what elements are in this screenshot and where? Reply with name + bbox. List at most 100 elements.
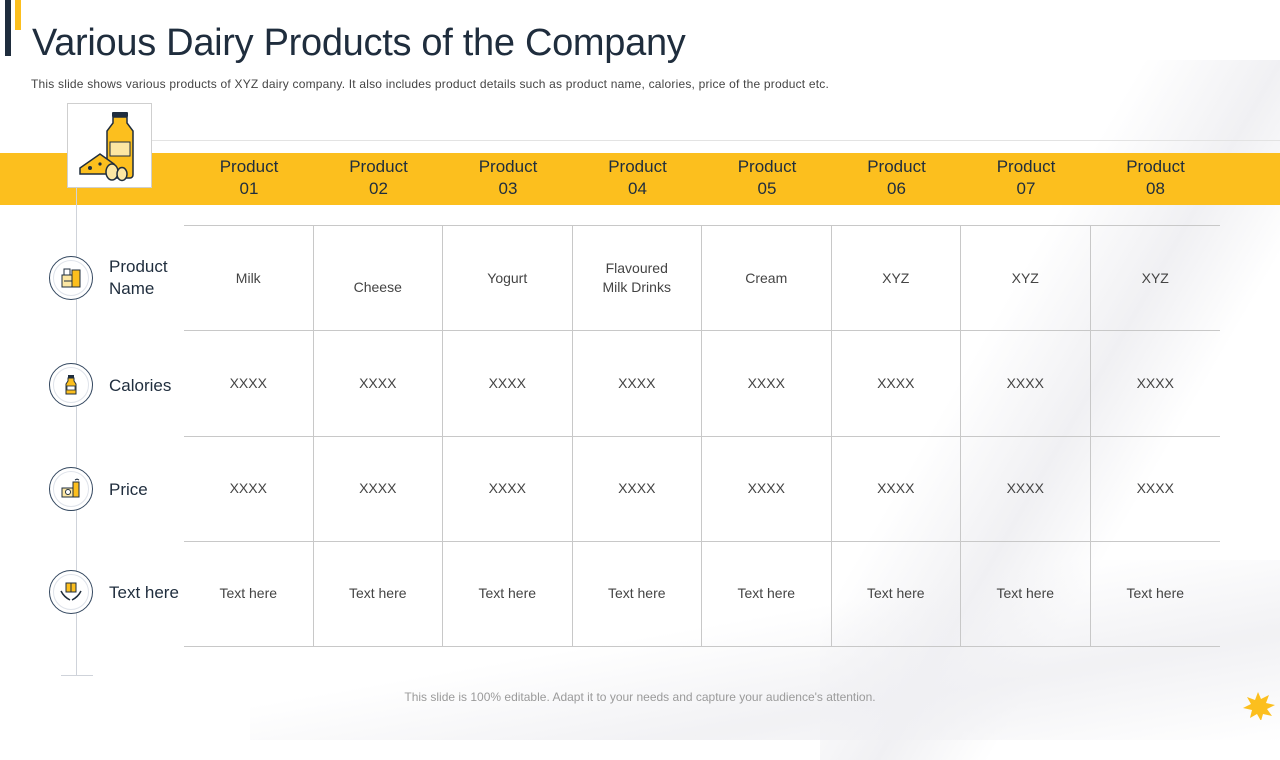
cell-text: XXXX [618,480,656,497]
accent-bar-yellow [15,0,21,30]
row-label-3: Price [109,479,148,501]
table-cell: Cream [702,226,832,332]
cell-text: XXXX [229,374,267,391]
cell-text: XXXX [1006,374,1044,391]
table-cell: Text here [702,541,832,647]
row-icon-circle [49,570,93,614]
table-cell: XXXX [1090,437,1220,542]
column-header-line1: Product [219,157,279,176]
cell-text: XXXX [1136,374,1174,391]
footer-note: This slide is 100% editable. Adapt it to… [404,690,876,704]
cell-text: XXXX [618,374,656,391]
column-header-line2: 03 [498,179,518,198]
column-header-product-3: Product 03 [443,156,573,200]
cell-text: XXXX [877,480,915,497]
column-header-product-5: Product 05 [702,156,832,200]
table-cell: Text here [313,541,443,647]
cell-text: Cheese [353,278,402,295]
product-table: Milk Cheese Yogurt Flavoured Milk Drinks Cre… [184,225,1220,647]
cell-text: Text here [737,585,796,602]
table-cell: XYZ [1090,226,1220,332]
timeline-foot [61,675,93,676]
cell-text: XXXX [747,480,785,497]
column-header-line1: Product [478,157,538,176]
dairy-logo [67,103,152,188]
table-cell: XXXX [184,436,314,542]
row-icon-circle [49,467,93,511]
table-cell: XXXX [572,331,702,437]
table-cell: XXXX [961,436,1091,542]
cell-text: Text here [996,585,1055,602]
row-label-line1: Price [109,480,148,499]
cell-text: XYZ [1141,269,1169,286]
table-cell: XXXX [443,331,573,437]
table-cell: XXXX [831,331,961,437]
column-header-line2: 08 [1146,179,1165,198]
splash-decoration [1243,692,1275,720]
cell-text: XXXX [488,374,526,391]
table-cell: Text here [184,541,314,647]
table-cell: XXXX [184,331,314,437]
column-header-line2: 04 [628,179,647,198]
row-label-line1: Product [109,257,168,276]
row-icon-circle [49,363,93,407]
row-label-2: Calories [109,375,171,397]
table-cell: XXXX [313,436,443,542]
column-header-product-6: Product 06 [832,156,962,200]
cell-text: Flavoured Milk Drinks [602,260,671,296]
table-cell: Text here [572,541,702,647]
table-cell: XXXX [702,331,832,437]
table-cell: Milk [184,226,314,332]
divider [150,140,1280,141]
cell-text: XXXX [1006,480,1044,497]
table-cell: XXXX [961,331,1091,437]
cell-text: Yogurt [487,269,528,286]
cell-text: XXXX [747,374,785,391]
column-header-line1: Product [608,157,667,176]
cell-text: Cream [745,269,788,286]
table-cell: Yogurt [443,226,573,332]
column-header-line1: Product [996,157,1056,176]
column-header-product-7: Product 07 [961,156,1091,200]
table-cell: XXXX [831,436,961,542]
page-title: Various Dairy Products of the Company [32,22,686,64]
row-icon-circle [49,256,93,300]
column-header-product-8: Product 08 [1091,156,1221,200]
price-icon [53,471,89,507]
cell-text: Text here [1126,585,1185,602]
column-header-line1: Product [867,157,926,176]
table-cell: XXXX [443,436,573,542]
cell-text: XXXX [359,480,397,497]
cell-text: Text here [219,585,278,602]
cell-text: Text here [348,585,407,602]
table-cell: XXXX [1090,331,1220,437]
hands-box-icon [53,574,89,610]
table-header-band [0,153,1280,205]
dairy-products-icon [79,112,134,182]
table-cell: XXXX [313,331,443,437]
column-header-line1: Product [1126,157,1185,176]
cell-text: XXXX [488,480,526,497]
cell-text: XYZ [882,269,910,286]
table-cell: Cheese [313,226,443,332]
cell-text: Milk [235,269,261,286]
column-header-product-1: Product 01 [184,156,314,200]
row-label-line2: Name [109,279,155,298]
cell-text: Text here [866,585,925,602]
column-header-line2: 01 [239,179,259,198]
cell-text: Text here [607,585,666,602]
column-header-line1: Product [349,157,408,176]
column-header-line2: 06 [887,179,906,198]
cell-text: XXXX [1136,480,1174,497]
product-name-icon [53,260,89,296]
cell-text: Text here [478,585,537,602]
table-cell: Text here [831,541,961,647]
column-header-line2: 05 [757,179,777,198]
table-cell: XXXX [702,436,832,542]
column-header-line1: Product [737,157,797,176]
row-label-4: Text here [109,582,179,604]
column-header-product-4: Product 04 [573,156,703,200]
accent-bar-dark [5,0,11,56]
page-subtitle: This slide shows various products of XYZ… [31,77,830,91]
column-header-line2: 02 [369,179,388,198]
